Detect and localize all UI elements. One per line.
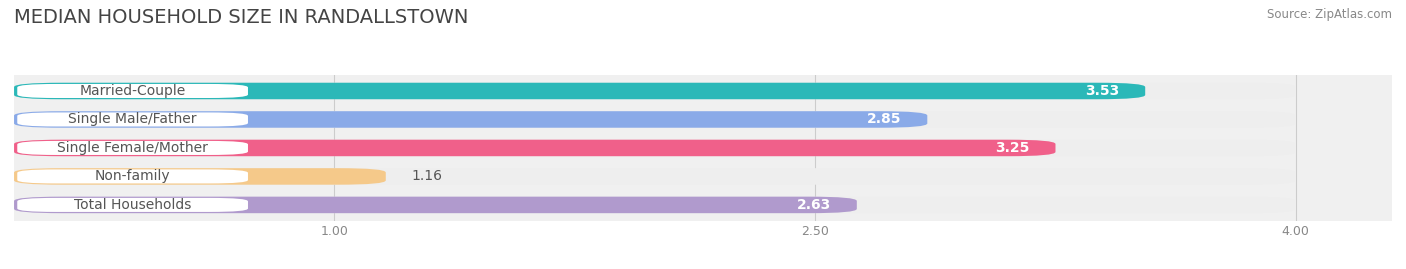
FancyBboxPatch shape — [14, 168, 1296, 185]
Text: 1.16: 1.16 — [412, 169, 443, 183]
FancyBboxPatch shape — [14, 111, 928, 128]
FancyBboxPatch shape — [17, 198, 247, 212]
FancyBboxPatch shape — [14, 83, 1296, 99]
FancyBboxPatch shape — [14, 111, 1296, 128]
FancyBboxPatch shape — [14, 197, 1296, 213]
Text: 3.25: 3.25 — [995, 141, 1029, 155]
FancyBboxPatch shape — [17, 169, 247, 183]
FancyBboxPatch shape — [17, 141, 247, 155]
Text: Single Male/Father: Single Male/Father — [69, 112, 197, 126]
Text: Single Female/Mother: Single Female/Mother — [58, 141, 208, 155]
Text: MEDIAN HOUSEHOLD SIZE IN RANDALLSTOWN: MEDIAN HOUSEHOLD SIZE IN RANDALLSTOWN — [14, 8, 468, 27]
Text: 2.63: 2.63 — [797, 198, 831, 212]
FancyBboxPatch shape — [17, 112, 247, 126]
Text: Total Households: Total Households — [75, 198, 191, 212]
FancyBboxPatch shape — [14, 140, 1296, 156]
FancyBboxPatch shape — [14, 140, 1056, 156]
Text: Source: ZipAtlas.com: Source: ZipAtlas.com — [1267, 8, 1392, 21]
FancyBboxPatch shape — [17, 84, 247, 98]
Text: Non-family: Non-family — [94, 169, 170, 183]
Text: Married-Couple: Married-Couple — [80, 84, 186, 98]
FancyBboxPatch shape — [14, 168, 385, 185]
FancyBboxPatch shape — [14, 83, 1146, 99]
Text: 2.85: 2.85 — [868, 112, 901, 126]
FancyBboxPatch shape — [14, 197, 856, 213]
Text: 3.53: 3.53 — [1085, 84, 1119, 98]
